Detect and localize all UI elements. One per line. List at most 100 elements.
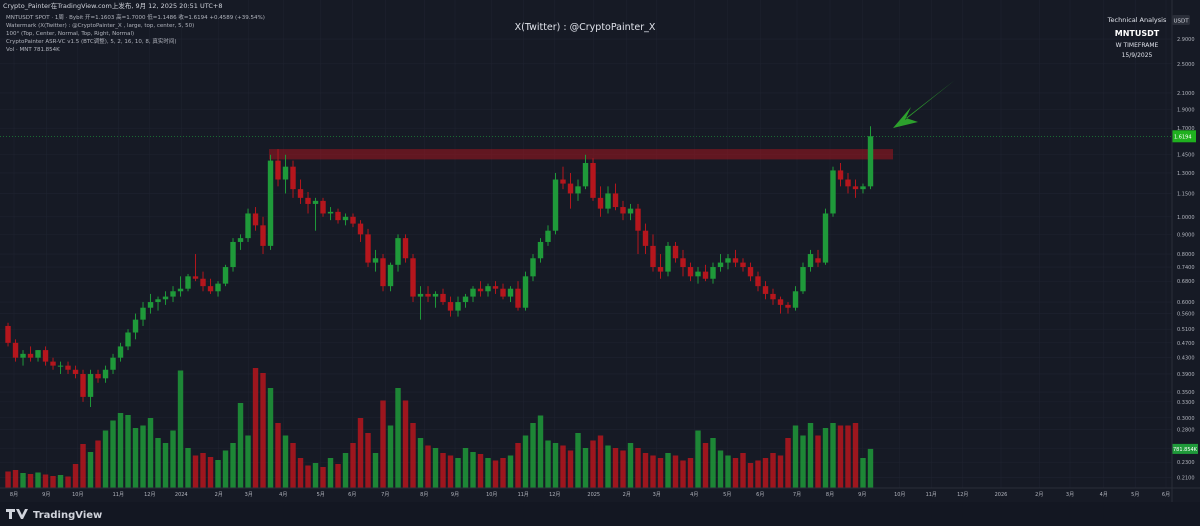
info-line: 15/9/2025	[1122, 52, 1153, 59]
volume-bar	[260, 373, 266, 488]
candle-body	[117, 346, 124, 358]
candle-body	[485, 286, 491, 292]
y-tick-label: 0.8000	[1177, 252, 1195, 258]
candle-body	[530, 258, 536, 277]
volume-bar	[305, 465, 311, 488]
candle-body	[732, 258, 739, 263]
volume-bar	[725, 455, 731, 488]
candle-body	[590, 163, 596, 198]
volume-bar	[650, 455, 656, 488]
candle-body	[747, 267, 754, 277]
x-tick-label: 11月	[926, 492, 937, 498]
candle-body	[545, 230, 551, 242]
candle-body	[237, 238, 244, 242]
candle-body	[470, 288, 476, 297]
volume-bar	[192, 455, 199, 488]
candle-body	[807, 254, 814, 268]
volume-bar	[147, 418, 154, 488]
x-tick-label: 10月	[894, 492, 905, 498]
x-tick-label: 4月	[1100, 492, 1108, 498]
y-tick-label: 0.4700	[1177, 341, 1195, 347]
candle-body	[642, 230, 649, 246]
volume-bar	[470, 452, 476, 488]
y-tick-label: 0.5600	[1177, 312, 1195, 318]
y-tick-label: 0.6000	[1177, 300, 1195, 306]
volume-bar	[350, 443, 356, 488]
volume-bar	[342, 453, 349, 488]
volume-bar	[200, 453, 206, 488]
candle-body	[672, 245, 679, 259]
candle-body	[627, 208, 634, 214]
x-tick-label: 4月	[279, 492, 287, 498]
candle-body	[312, 200, 319, 204]
candle-body	[425, 293, 431, 297]
candle-body	[252, 213, 259, 226]
footer-bar	[0, 502, 1200, 526]
volume-bar	[777, 455, 784, 488]
x-tick-label: 9月	[858, 492, 866, 498]
candle-body	[12, 342, 19, 358]
candle-body	[132, 319, 139, 333]
volume-bar	[125, 415, 131, 488]
candle-body	[222, 267, 229, 284]
volume-bar	[402, 400, 409, 488]
volume-bar	[627, 443, 634, 488]
currency-box[interactable]	[1172, 15, 1190, 25]
volume-bar	[50, 476, 56, 488]
volume-bar	[612, 448, 619, 488]
x-tick-label: 6月	[756, 492, 764, 498]
volume-bar	[792, 425, 799, 488]
candle-body	[155, 299, 161, 303]
volume-bar	[215, 460, 221, 488]
candle-body	[320, 200, 326, 214]
candle-body	[500, 288, 506, 297]
candle-body	[575, 186, 581, 194]
candle-body	[215, 283, 221, 292]
volume-bar	[680, 460, 686, 488]
candle-body	[125, 332, 131, 347]
volume-bar	[785, 438, 791, 488]
x-tick-label: 2024	[175, 492, 188, 498]
candle-body	[440, 293, 446, 303]
candle-body	[410, 258, 416, 297]
x-tick-label: 2026	[995, 492, 1008, 498]
candle-body	[822, 213, 829, 263]
candle-body	[867, 136, 874, 187]
candle-body	[695, 271, 701, 277]
volume-bar	[372, 453, 379, 488]
candle-body	[665, 245, 671, 272]
volume-bar	[800, 435, 806, 488]
info-line: MNTUSDT	[1115, 29, 1160, 38]
y-tick-label: 0.4300	[1177, 356, 1195, 362]
volume-bar	[72, 464, 79, 488]
volume-bar	[162, 443, 169, 488]
volume-bar	[665, 453, 671, 488]
volume-bar	[822, 428, 829, 488]
candle-body	[860, 186, 866, 190]
volume-bar	[230, 443, 236, 488]
volume-bar	[717, 450, 724, 488]
volume-bar	[635, 448, 641, 488]
candle-body	[95, 373, 101, 379]
candle-body	[680, 258, 686, 268]
candle-body	[755, 276, 761, 287]
volume-bar	[440, 453, 446, 488]
last-price-label: 1.6194	[1174, 134, 1192, 140]
volume-bar	[27, 474, 34, 488]
currency[interactable]: USDT	[1173, 19, 1189, 25]
volume-bar	[770, 453, 776, 488]
volume-bar	[410, 423, 416, 488]
volume-bar	[860, 458, 866, 488]
candle-body	[65, 365, 71, 370]
candle-body	[387, 264, 394, 287]
candle-body	[492, 286, 499, 289]
y-tick-label: 0.6800	[1177, 279, 1195, 285]
volume-bar	[320, 467, 326, 488]
y-tick-label: 1.7000	[1177, 126, 1195, 132]
y-tick-label: 2.5000	[1177, 62, 1195, 68]
candle-body	[342, 216, 349, 221]
candle-body	[267, 160, 274, 246]
volume-bar	[545, 440, 551, 488]
volume-bar	[657, 458, 664, 488]
header: Crypto_Painter在TradingView.com上发布, 9月 12…	[3, 1, 222, 10]
